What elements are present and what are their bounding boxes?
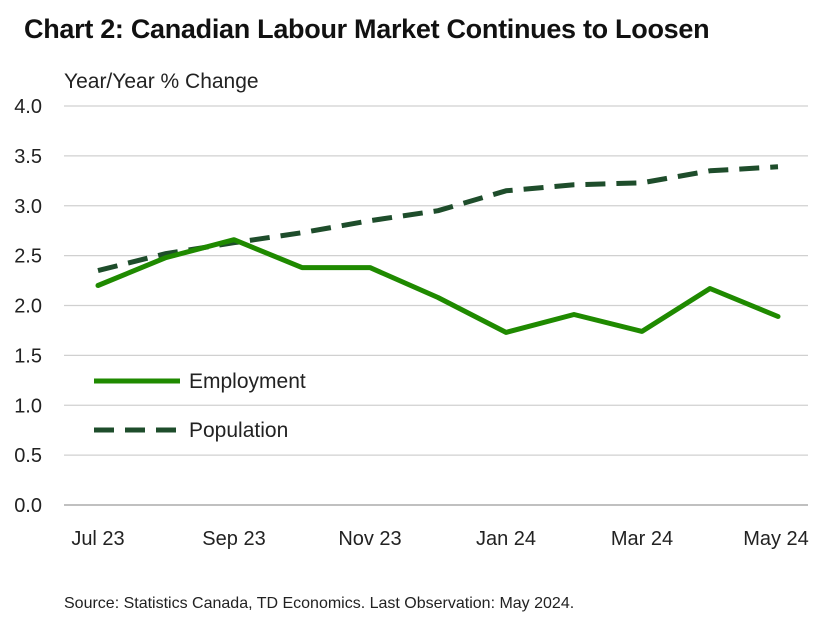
y-tick-label: 2.0 bbox=[14, 296, 42, 318]
chart-title: Chart 2: Canadian Labour Market Continue… bbox=[24, 14, 710, 44]
series-line-population bbox=[97, 164, 779, 274]
y-tick-label: 2.5 bbox=[14, 246, 42, 268]
x-tick-label: Mar 24 bbox=[611, 528, 673, 550]
x-tick-label: Jul 23 bbox=[71, 528, 124, 550]
x-tick-label: Jan 24 bbox=[476, 528, 536, 550]
y-axis-label: Year/Year % Change bbox=[64, 70, 259, 93]
y-tick-label: 0.5 bbox=[14, 445, 42, 467]
legend-label-employment: Employment bbox=[189, 370, 306, 393]
source-note: Source: Statistics Canada, TD Economics.… bbox=[64, 595, 575, 612]
x-tick-label: Nov 23 bbox=[338, 528, 401, 550]
y-tick-label: 1.0 bbox=[14, 395, 42, 417]
y-tick-label: 4.0 bbox=[14, 96, 42, 118]
legend-label-population: Population bbox=[189, 419, 288, 442]
series-lines bbox=[95, 164, 781, 335]
y-tick-label: 0.0 bbox=[14, 495, 42, 517]
series-line-employment bbox=[95, 237, 781, 335]
x-tick-label: May 24 bbox=[743, 528, 809, 550]
y-tick-label: 3.0 bbox=[14, 196, 42, 218]
y-tick-label: 1.5 bbox=[14, 345, 42, 367]
x-tick-label: Sep 23 bbox=[202, 528, 265, 550]
x-tick-labels: Jul 23 Sep 23 Nov 23 Jan 24 Mar 24 May 24 bbox=[71, 528, 808, 550]
y-tick-label: 3.5 bbox=[14, 146, 42, 168]
y-tick-labels: 0.0 0.5 1.0 1.5 2.0 2.5 3.0 3.5 4.0 bbox=[14, 96, 42, 517]
grid-lines bbox=[64, 105, 808, 506]
legend: Employment Population bbox=[94, 370, 306, 442]
